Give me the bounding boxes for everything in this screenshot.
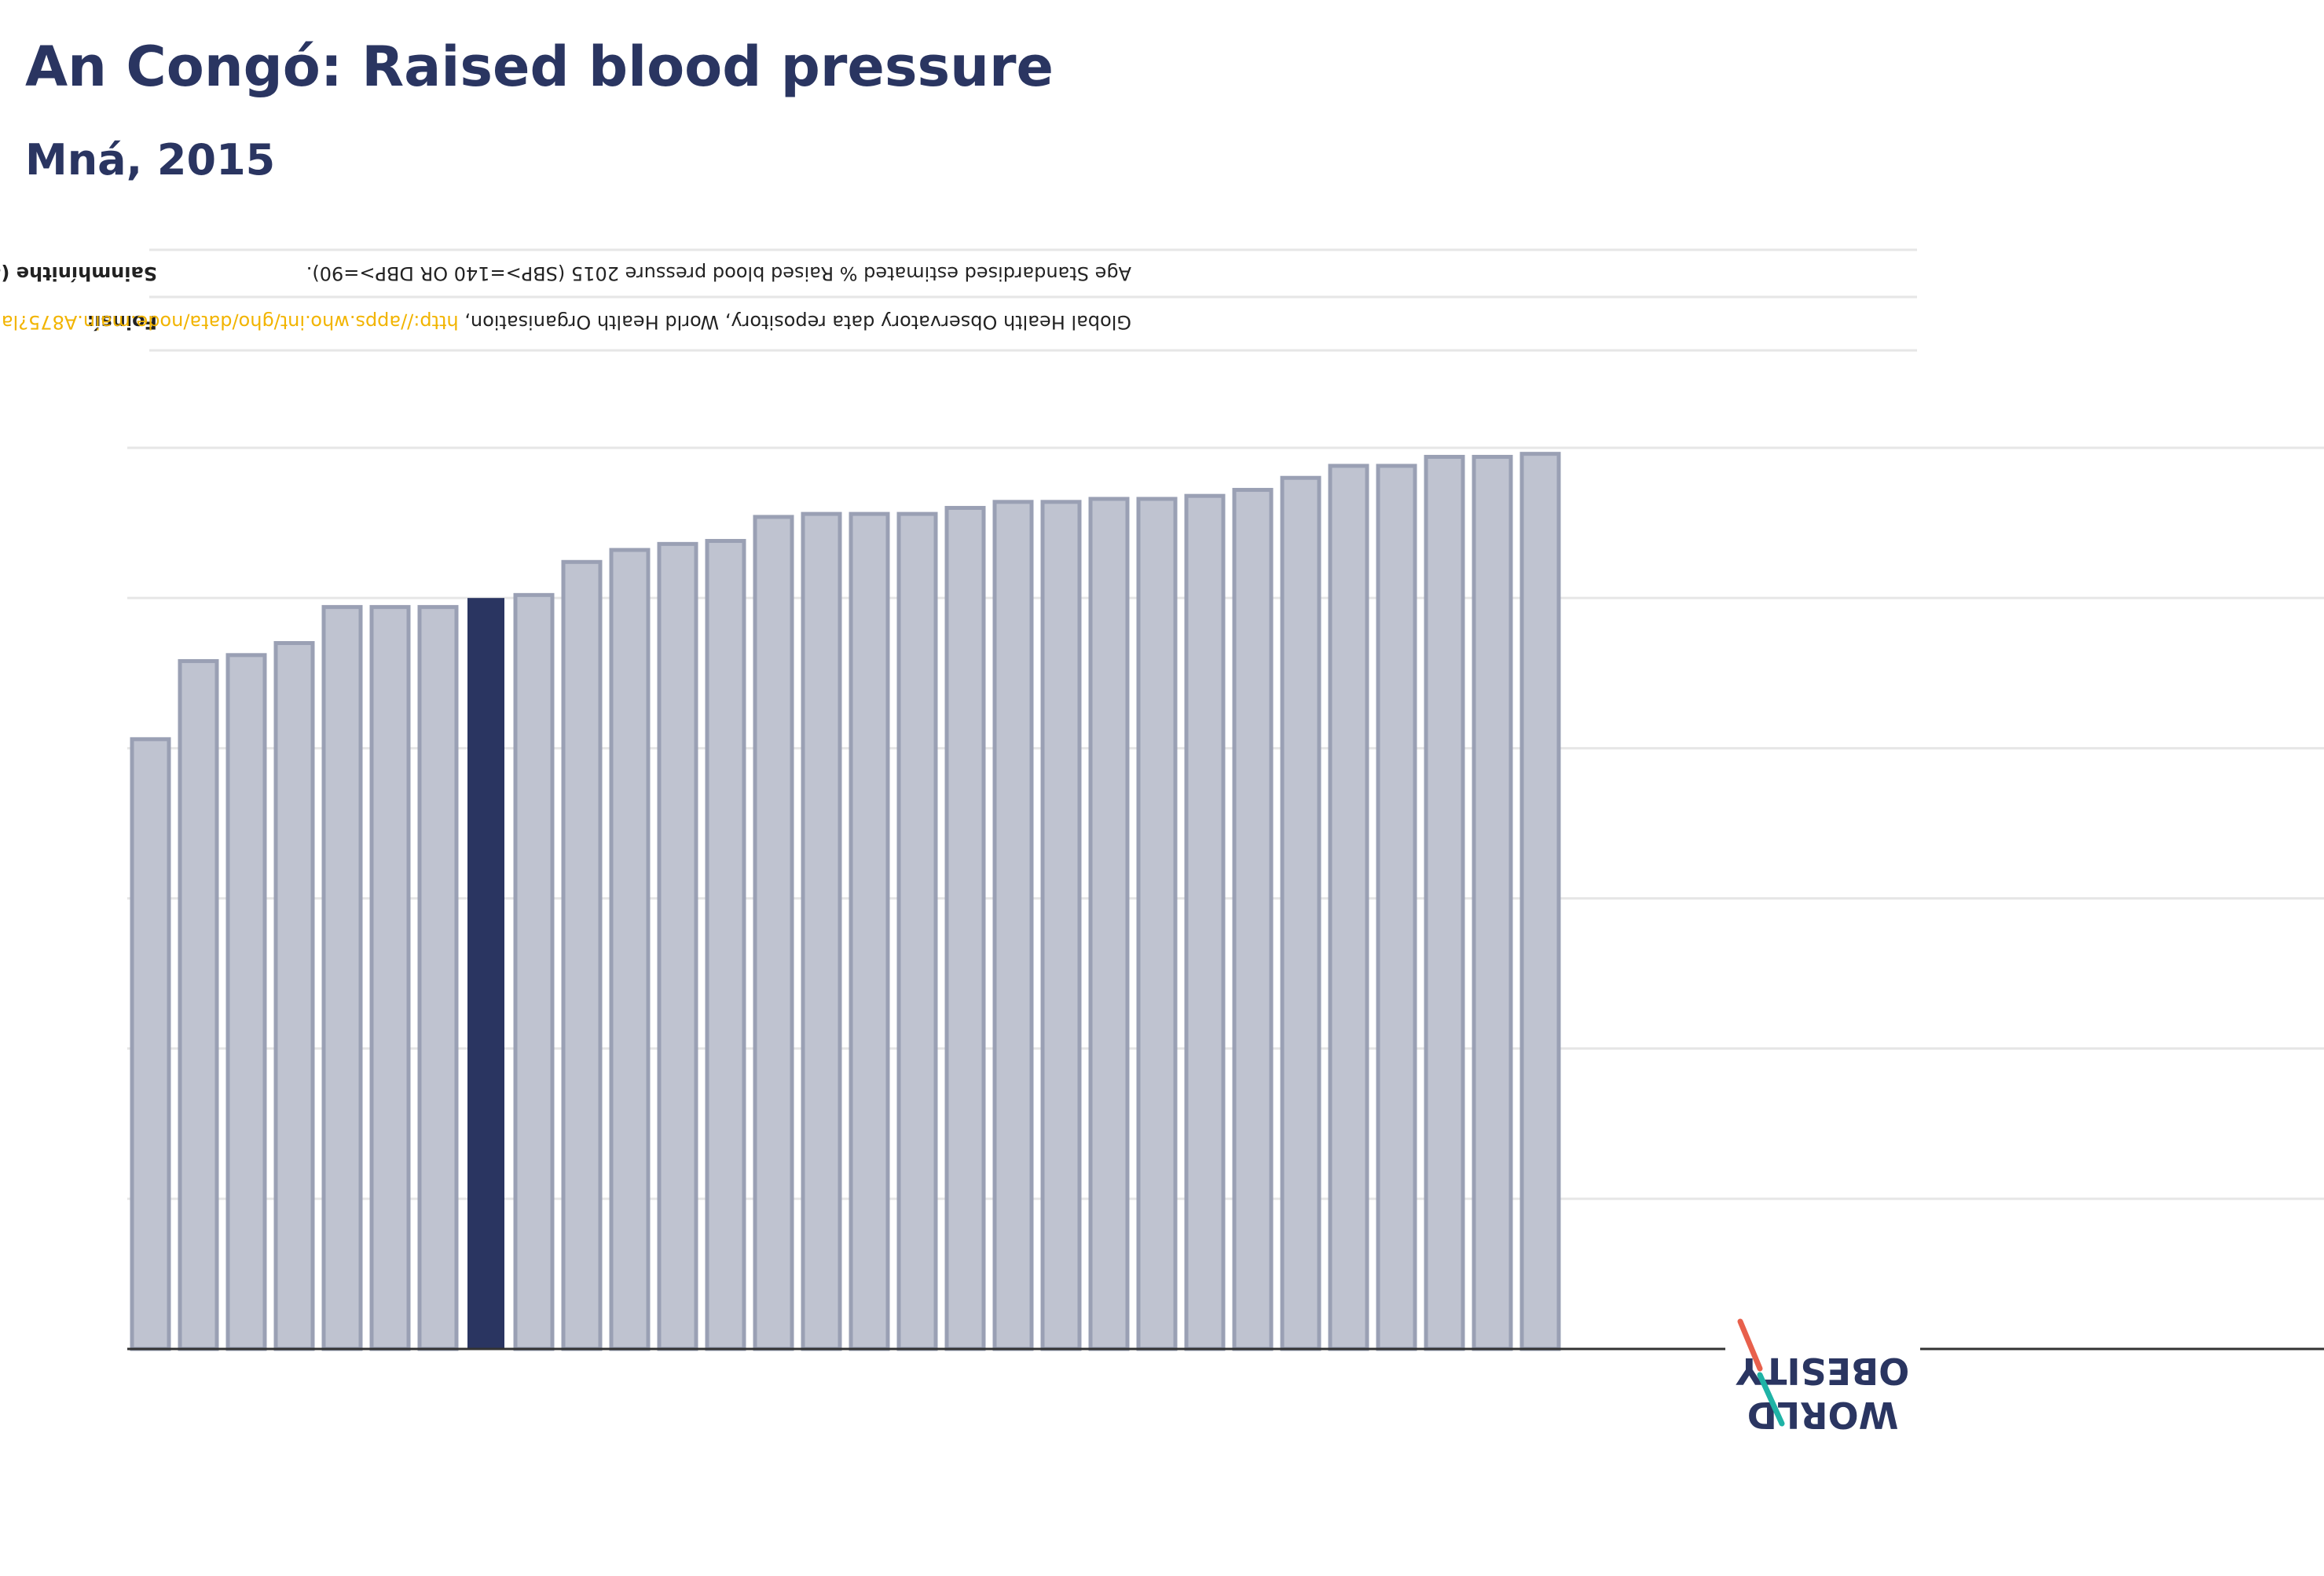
bar: [513, 592, 555, 1351]
logo-slash-red: [1737, 1318, 1763, 1372]
bar-highlight: [467, 598, 504, 1349]
bar: [1088, 497, 1130, 1351]
bar: [273, 641, 315, 1351]
notes-table: Sainmhínithe (ar fáil i mBéarla amháin):…: [0, 248, 1917, 352]
source-text: Global Health Observatory data repositor…: [459, 311, 1131, 333]
bar: [369, 605, 411, 1351]
bar: [417, 605, 459, 1351]
logo-word-obesity: OBESITY: [1736, 1350, 1909, 1392]
logo-slash-teal: [1757, 1372, 1785, 1427]
page-title: An Congó: Raised blood pressure: [25, 35, 1054, 99]
bar: [1472, 454, 1513, 1351]
bar: [801, 511, 842, 1351]
bar: [705, 539, 746, 1351]
bar: [944, 505, 986, 1351]
svg-text:Global Health Observatory data: Global Health Observatory data repositor…: [0, 311, 1131, 333]
bars: [130, 452, 1561, 1351]
bar: [992, 500, 1034, 1351]
bar: [1424, 454, 1465, 1351]
bar: [609, 548, 651, 1351]
definition-text: Age Standardised estimated % Raised bloo…: [306, 262, 1131, 284]
bar: [561, 559, 603, 1351]
bar: [1040, 500, 1082, 1351]
bar: [225, 653, 267, 1351]
bar: [896, 511, 938, 1351]
bar: [657, 541, 698, 1351]
definition-label: Sainmhínithe (ar fáil i mBéarla amháin):: [0, 262, 157, 284]
world-obesity-logo: WORLD OBESITY: [1736, 1318, 1909, 1436]
bar: [753, 515, 794, 1351]
page-subtitle: Mná, 2015: [25, 135, 276, 185]
bar: [1376, 464, 1417, 1351]
bar: [130, 737, 171, 1351]
bar: [1136, 497, 1178, 1351]
bar: [178, 658, 219, 1351]
bar: [1280, 475, 1321, 1351]
bar: [1184, 493, 1226, 1351]
bar: [849, 511, 890, 1351]
bar: [1232, 488, 1274, 1351]
source-label: Foinsí:: [87, 311, 157, 333]
bar: [1328, 464, 1369, 1351]
bar: [321, 605, 363, 1351]
source-link[interactable]: http://apps.who.int/gho/data/node.main.A…: [0, 311, 459, 333]
bar: [1519, 452, 1561, 1351]
